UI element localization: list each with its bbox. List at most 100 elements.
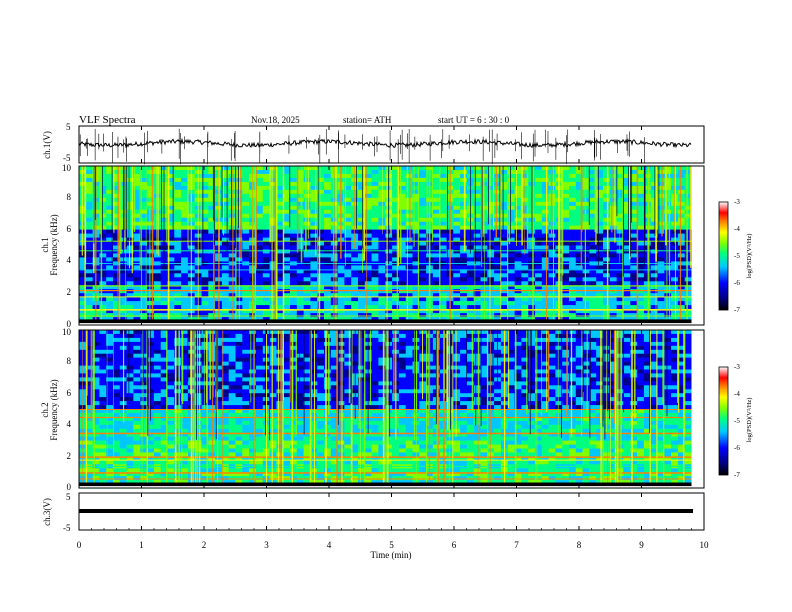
- ch2-spec-cell: [113, 436, 121, 442]
- ch2-spec-cell: [133, 361, 141, 367]
- ch1-spec-cell: [650, 166, 658, 171]
- ch1-spec-cell: [609, 257, 618, 262]
- ch1-spec-cell: [487, 241, 495, 246]
- ch2-spec-cell: [133, 448, 141, 453]
- ch1-spec-cell: [460, 166, 468, 171]
- ch1-spec-cell: [630, 237, 638, 243]
- ch1-spec-cell: [494, 229, 502, 235]
- ch1-spec-cell: [255, 181, 264, 187]
- ch1-spec-cell: [385, 293, 393, 298]
- ch1-spec-cell: [494, 297, 502, 302]
- ch1-spec-cell: [596, 197, 604, 203]
- ch2-spec-cell: [133, 357, 141, 363]
- ch1-spec-cell: [453, 170, 461, 175]
- ch1-spec-cell: [276, 305, 284, 310]
- ch1-spec-cell: [514, 166, 522, 171]
- ch1-spec-cell: [439, 193, 447, 199]
- ch2-spec-cell: [194, 341, 202, 347]
- ch2-spec-cell: [181, 349, 189, 355]
- ch1-spec-cell: [637, 257, 645, 262]
- ch1-spec-cell: [480, 301, 488, 306]
- ch1-spec-cell: [310, 229, 318, 235]
- ch1-spec-cell: [589, 309, 597, 314]
- ch1-spec-cell: [562, 185, 570, 191]
- ch1-spec-cell: [147, 289, 155, 294]
- ch1-spec-cell: [650, 241, 658, 246]
- ch2-spec-cell: [106, 405, 114, 410]
- ch1-spec-cell: [351, 277, 359, 282]
- ch1-spec-cell: [684, 166, 692, 171]
- ch1-spec-cell: [603, 293, 611, 298]
- ch2-spec-cell: [167, 452, 175, 457]
- ch1-spec-cell: [480, 289, 488, 294]
- ch1-spec-cell: [473, 217, 481, 223]
- ch2-spec-cell: [106, 412, 114, 418]
- ch1-spec-cell: [398, 221, 407, 227]
- ch1-spec-cell: [276, 173, 284, 179]
- ch1-spec-cell: [432, 317, 441, 322]
- ch1-spec-cell: [242, 221, 250, 227]
- ch1-spec-cell: [677, 265, 686, 270]
- ch1-spec-cell: [358, 317, 366, 322]
- ch1-spec-cell: [569, 177, 577, 183]
- ch1-spec-cell: [507, 269, 516, 274]
- ch1-spec-cell: [473, 205, 481, 211]
- ch1-spec-cell: [296, 197, 305, 203]
- ch1-spec-cell: [119, 313, 128, 318]
- ch2-spec-cell: [140, 472, 148, 477]
- ch1-spec-cell: [160, 289, 168, 294]
- ch1-spec-cell: [616, 221, 624, 227]
- ch2-spec-cell: [106, 393, 114, 398]
- ch1-spec-cell: [453, 229, 461, 235]
- ch2-spec-cell: [249, 412, 257, 418]
- ch1-spec-cell: [637, 309, 645, 314]
- ch2-spec-cell: [255, 432, 264, 438]
- ch1-spec-cell: [575, 193, 584, 199]
- ch1-spec-cell: [657, 213, 665, 219]
- ch1-spec-cell: [637, 293, 645, 298]
- ch1-spec-cell: [242, 297, 250, 302]
- ch1-spec-cell: [548, 309, 556, 314]
- ch1-spec-cell: [167, 301, 175, 306]
- ch1-spec-cell: [460, 305, 468, 310]
- ch1-spec-cell: [106, 213, 114, 219]
- ch1-spec-cell: [378, 213, 386, 219]
- ch1-spec-cell: [371, 301, 379, 306]
- ch1-spec-cell: [208, 185, 216, 191]
- ch1-spec-cell: [106, 305, 114, 310]
- ch1-spec-cell: [378, 189, 386, 195]
- ch1-spec-cell: [432, 313, 441, 318]
- ch1-waveform-ylabel: ch.1(V): [42, 131, 52, 159]
- ch2-spec-cell: [92, 373, 100, 378]
- ch1-spec-cell: [296, 217, 305, 223]
- ch1-spec-cell: [494, 241, 502, 246]
- ch1-spec-cell: [290, 253, 298, 258]
- ch1-spec-cell: [181, 253, 189, 258]
- ch1-spec-cell: [160, 277, 168, 282]
- ch1-spec-cell: [562, 209, 570, 215]
- ch1-spec-cell: [596, 225, 604, 231]
- ch2-spec-cell: [201, 412, 209, 418]
- ch1-spec-cell: [650, 201, 658, 207]
- ch1-spec-cell: [140, 285, 148, 290]
- ch1-spec-cell: [344, 173, 352, 179]
- ch1-spec-cell: [283, 249, 291, 254]
- ch1-spec-cell: [562, 317, 570, 322]
- ch1-spec-cell: [616, 273, 624, 278]
- ch1-spec-cell: [133, 277, 141, 282]
- ch1-spec-cell: [276, 213, 284, 219]
- ch2-spec-cell: [113, 385, 121, 390]
- ch1-spec-cell: [364, 285, 373, 290]
- ch1-spec-cell: [412, 265, 420, 270]
- ch1-spec-cell: [99, 225, 107, 231]
- ch2-spec-cell: [99, 357, 107, 363]
- ch2-spec-cell: [160, 436, 168, 442]
- ch2-spec-cell: [215, 337, 223, 343]
- ch1-spec-cell: [344, 241, 352, 246]
- ch1-spec-cell: [255, 241, 264, 246]
- ch2-spec-cell: [255, 381, 264, 386]
- ch1-spec-cell: [181, 305, 189, 310]
- ch2-spec-cell: [174, 401, 182, 406]
- ch1-spec-cell: [385, 301, 393, 306]
- ch1-spec-cell: [603, 301, 611, 306]
